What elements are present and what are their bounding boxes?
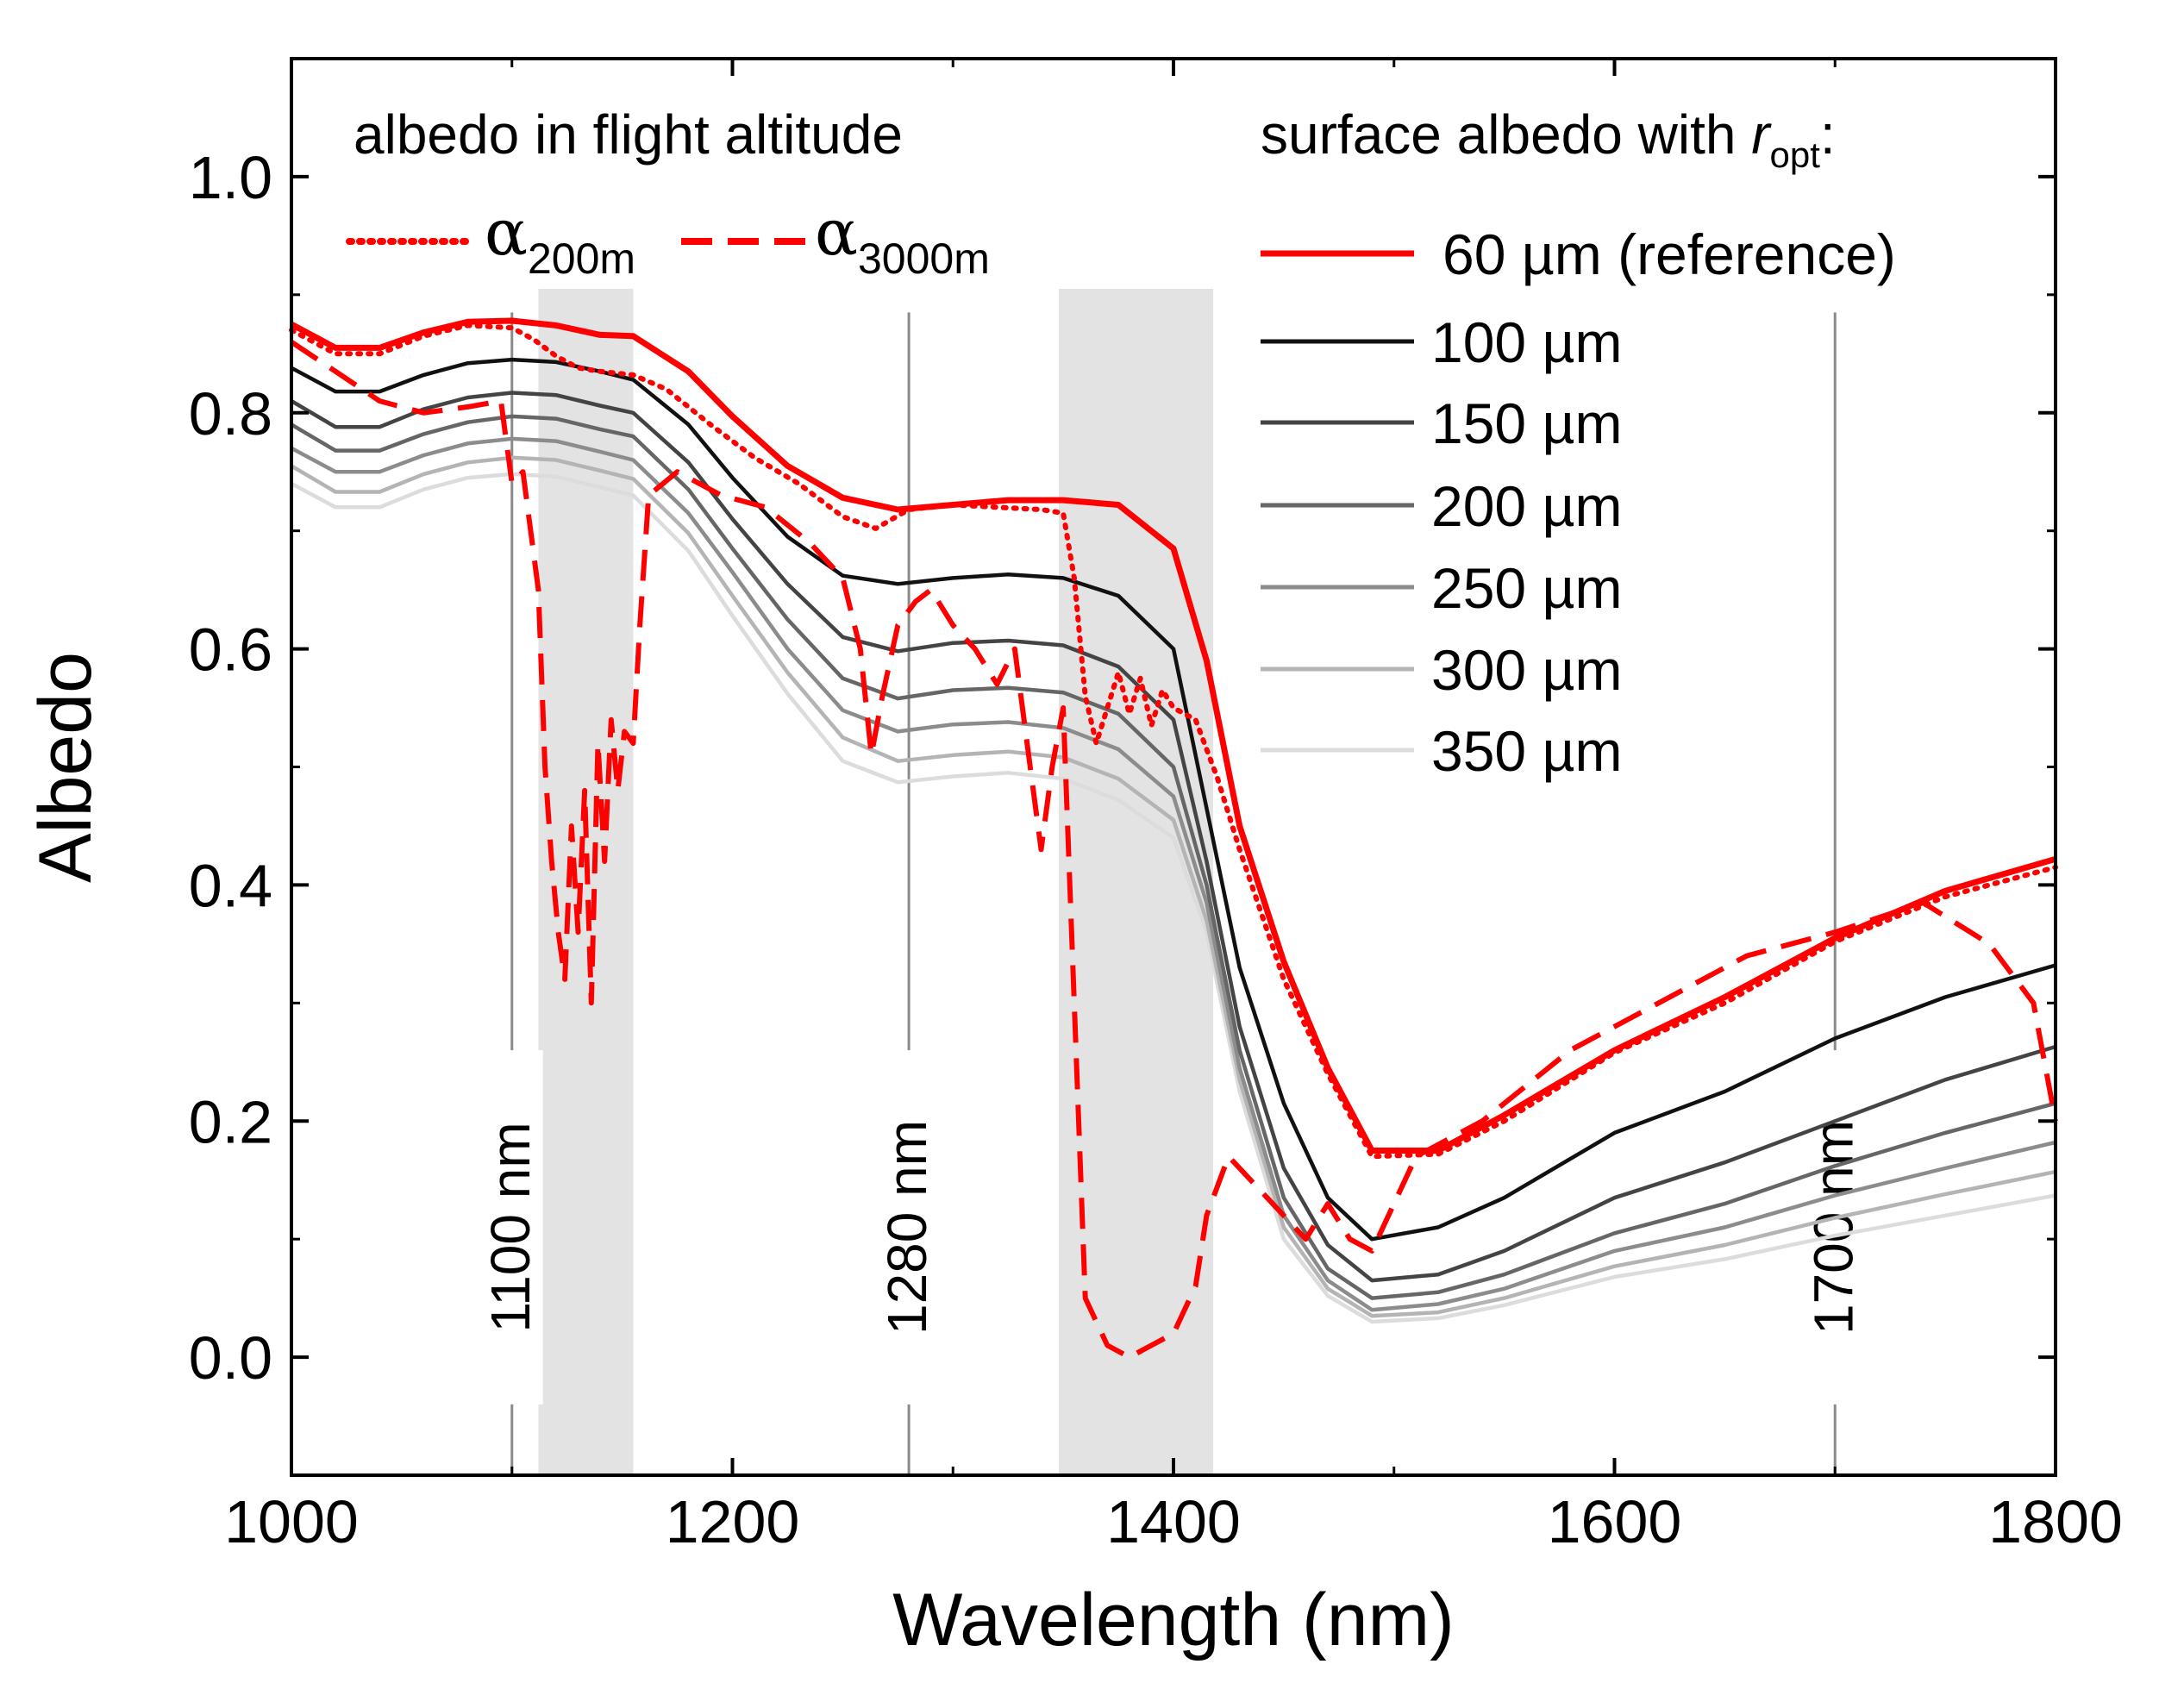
- vertical-line-label-bg-1100: [480, 1050, 543, 1405]
- x-tick-label-1800: 1800: [1988, 1488, 2123, 1555]
- legend-surface-heading-prefix: surface albedo with: [1261, 103, 1751, 166]
- x-tick-label-1000: 1000: [224, 1488, 359, 1555]
- series-line-0: [290, 317, 2056, 1154]
- y-tick-label-0: 0.0: [189, 1324, 272, 1392]
- series-line-1: [290, 357, 2056, 1242]
- series-line-8: [290, 340, 2058, 1361]
- vertical-line-label-bg-1700: [1804, 1050, 1867, 1405]
- y-tick-label-2: 0.4: [189, 852, 272, 919]
- legend-surface-heading-var: r: [1751, 103, 1772, 166]
- vertical-line-label-1700: 1700 nm: [1802, 1120, 1864, 1335]
- series-line-5: [290, 455, 2056, 1318]
- x-axis-title: Wavelength (nm): [892, 1579, 1455, 1661]
- legend-label-alpha-200m: α200m: [485, 196, 635, 283]
- legend-label-alpha-3000m: α3000m: [815, 196, 990, 283]
- series-line-3: [290, 414, 2056, 1300]
- series-line-2: [290, 391, 2056, 1283]
- legend-flight: albedo in flight altitude α200m α3000m: [346, 103, 990, 283]
- alpha-200m-subscript: 200m: [528, 235, 635, 283]
- legend-label-0: 60 µm (reference): [1442, 222, 1896, 286]
- legend-label-2: 150 µm: [1431, 391, 1622, 455]
- legend-label-4: 250 µm: [1431, 556, 1622, 620]
- y-tick-label-4: 0.8: [189, 380, 272, 447]
- legend-flight-heading: albedo in flight altitude: [354, 103, 903, 166]
- legend-label-6: 350 µm: [1431, 719, 1622, 783]
- legend-label-5: 300 µm: [1431, 638, 1622, 702]
- legend-surface-heading-suffix: :: [1820, 103, 1836, 166]
- vertical-line-label-1100: 1100 nm: [479, 1122, 541, 1332]
- vertical-reference-lines: 1100 nm 1280 nm 1700 nm: [479, 312, 1867, 1475]
- alpha-3000m-symbol: α: [815, 196, 858, 270]
- series-lines: [289, 317, 2058, 1361]
- series-line-7: [289, 322, 2058, 1160]
- legend-surface: surface albedo with ropt: 60 µm (referen…: [1261, 103, 1896, 783]
- x-tick-label-1400: 1400: [1106, 1488, 1241, 1555]
- legend-surface-entries: 60 µm (reference) 100 µm 150 µm 200 µm 250 µ…: [1261, 222, 1896, 783]
- axis-ticks: 1000 1200 1400 1600 1800 0.0 0.2 0.4 0.6 0.8 1.0: [189, 59, 2123, 1555]
- y-tick-label-5: 1.0: [189, 144, 272, 211]
- alpha-200m-symbol: α: [485, 196, 528, 270]
- legend-surface-heading: surface albedo with ropt:: [1261, 103, 1836, 175]
- alpha-3000m-subscript: 3000m: [858, 235, 990, 283]
- vertical-line-label-bg-1280: [878, 1050, 941, 1405]
- series-line-4: [290, 436, 2056, 1312]
- x-tick-label-1600: 1600: [1548, 1488, 1682, 1555]
- y-tick-label-1: 0.2: [189, 1088, 272, 1155]
- vertical-line-label-1280: 1280 nm: [876, 1120, 938, 1335]
- y-axis-title: Albedo: [24, 652, 107, 883]
- legend-surface-heading-sub: opt: [1770, 135, 1821, 175]
- legend-label-1: 100 µm: [1431, 310, 1622, 374]
- x-tick-label-1200: 1200: [666, 1488, 800, 1555]
- y-tick-label-3: 0.6: [189, 616, 272, 684]
- legend-label-3: 200 µm: [1431, 474, 1622, 538]
